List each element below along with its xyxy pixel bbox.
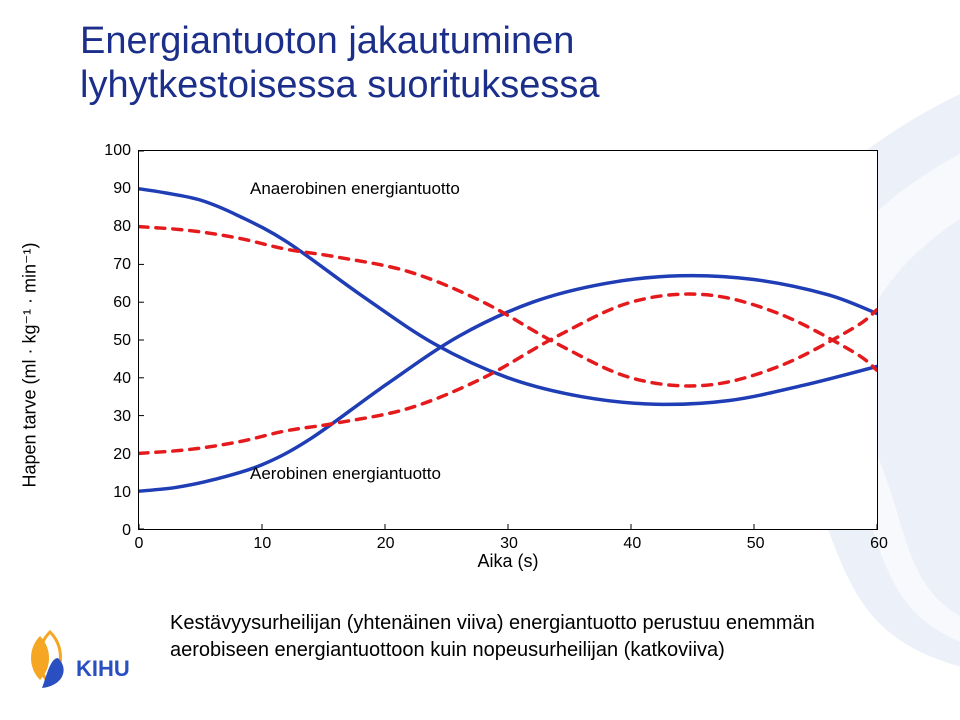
x-axis-label: Aika (s) (477, 551, 538, 572)
series-anaerobic_solid (139, 189, 877, 405)
ytick-label: 10 (113, 484, 131, 502)
ytick-label: 70 (113, 256, 131, 274)
series-label-anaerobic_solid: Anaerobinen energiantuotto (250, 179, 460, 199)
series-aerobic_dashed (139, 294, 877, 453)
plot-area: 01020304050607080901000102030405060Anaer… (138, 150, 878, 530)
xtick-label: 60 (870, 535, 888, 553)
xtick-label: 40 (623, 535, 641, 553)
series-label-aerobic_solid: Aerobinen energiantuotto (250, 464, 441, 484)
ytick-label: 50 (113, 332, 131, 350)
ytick-label: 40 (113, 370, 131, 388)
kihu-logo: KIHU (22, 628, 142, 698)
ytick-label: 30 (113, 408, 131, 426)
ytick-label: 80 (113, 218, 131, 236)
series-anaerobic_dashed (139, 227, 877, 386)
series-aerobic_solid (139, 276, 877, 492)
xtick-label: 0 (135, 535, 144, 553)
title-line1: Energiantuoton jakautuminen (80, 20, 574, 62)
title-line2: lyhytkestoisessa suorituksessa (80, 64, 600, 106)
svg-text:KIHU: KIHU (76, 656, 130, 681)
ytick-label: 60 (113, 294, 131, 312)
ytick-label: 20 (113, 446, 131, 464)
xtick-label: 50 (747, 535, 765, 553)
chart-container: Hapen tarve (ml · kg⁻¹ · min⁻¹) 01020304… (80, 150, 900, 580)
page-title: Energiantuoton jakautuminen lyhytkestois… (80, 20, 600, 107)
ytick-label: 100 (104, 142, 131, 160)
caption-text: Kestävyysurheilijan (yhtenäinen viiva) e… (170, 610, 890, 664)
ytick-label: 90 (113, 180, 131, 198)
xtick-label: 10 (253, 535, 271, 553)
xtick-label: 20 (377, 535, 395, 553)
y-axis-label: Hapen tarve (ml · kg⁻¹ · min⁻¹) (20, 242, 41, 487)
ytick-label: 0 (122, 522, 131, 540)
